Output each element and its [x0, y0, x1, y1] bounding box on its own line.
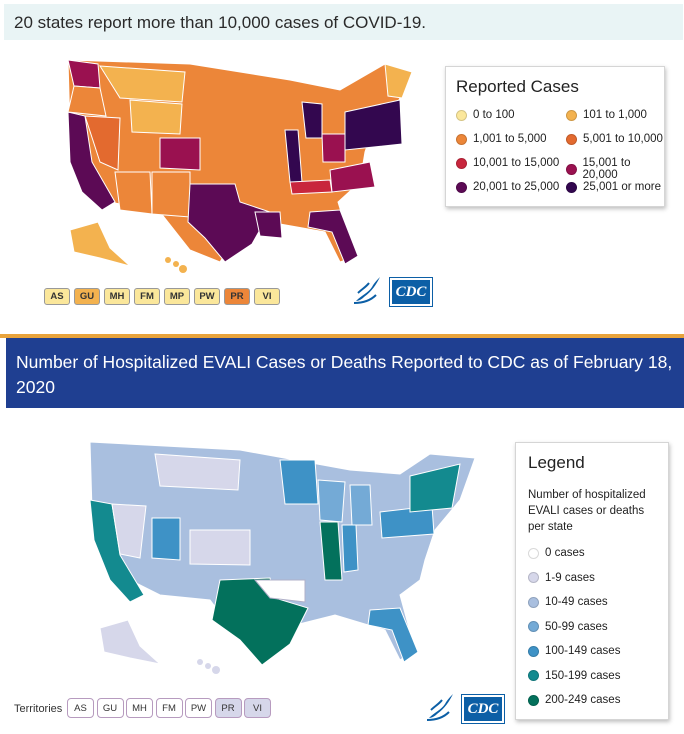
legend-label: 101 to 1,000 [583, 109, 647, 121]
covid-legend-item: 10,001 to 15,000 [456, 157, 559, 169]
legend-label: 1-9 cases [545, 571, 595, 584]
legend-label: 10-49 cases [545, 596, 608, 608]
legend-swatch [528, 621, 539, 632]
territory-as[interactable]: AS [67, 698, 94, 718]
legend-swatch [566, 133, 577, 145]
legend-swatch [528, 596, 539, 608]
legend-swatch [566, 163, 577, 175]
evali-legend-title: Legend [528, 453, 585, 472]
territory-vi[interactable]: VI [244, 698, 271, 718]
covid-legend-item: 101 to 1,000 [566, 109, 647, 121]
territory-gu[interactable]: GU [74, 288, 100, 305]
territory-mh[interactable]: MH [126, 698, 153, 718]
legend-swatch [528, 670, 539, 681]
legend-label: 0 to 100 [473, 109, 515, 121]
legend-label: 15,001 to 20,000 [582, 157, 631, 181]
legend-label: 25,001 or more [583, 181, 661, 193]
legend-swatch [528, 547, 539, 559]
covid-legend-item: 25,001 or more [566, 181, 661, 193]
covid-legend-title: Reported Cases [456, 77, 579, 96]
evali-legend-subtitle: Number of hospitalized EVALI cases or de… [528, 489, 646, 533]
legend-swatch [456, 133, 467, 145]
territory-vi[interactable]: VI [254, 288, 280, 305]
territory-pw[interactable]: PW [185, 698, 212, 718]
evali-legend-item: 1-9 cases [528, 572, 595, 584]
evali-legend-item: 150-199 cases [528, 670, 620, 682]
territory-as[interactable]: AS [44, 288, 70, 305]
covid-us-map [67, 59, 413, 273]
hhs-eagle-icon [426, 694, 453, 721]
territory-pr[interactable]: PR [214, 698, 242, 718]
legend-label: 50-99 cases [545, 620, 608, 633]
territory-gu[interactable]: GU [96, 698, 124, 718]
legend-label: 0 cases [545, 547, 585, 559]
evali-legend-item: 200-249 cases [528, 694, 620, 706]
covid-legend-item: 5,001 to 10,000 [566, 133, 663, 145]
legend-swatch [528, 645, 539, 657]
legend-label: 10,001 to 15,000 [473, 157, 560, 169]
legend-swatch [456, 109, 467, 121]
cdc-logo[interactable]: CDC [389, 277, 433, 307]
legend-swatch [456, 157, 467, 169]
covid-legend-item: 1,001 to 5,000 [456, 133, 547, 145]
territories-label: Territories [14, 703, 63, 715]
evali-us-map [89, 441, 476, 674]
legend-swatch [528, 694, 539, 706]
covid-legend-item: 0 to 100 [456, 109, 515, 121]
evali-legend-item: 10-49 cases [528, 596, 608, 608]
legend-label: 200-249 cases [545, 694, 621, 706]
territory-pr[interactable]: PR [224, 288, 250, 305]
evali-legend-item: 50-99 cases [528, 621, 608, 633]
territory-mh[interactable]: MH [104, 288, 130, 305]
evali-legend-item: 0 cases [528, 547, 585, 559]
legend-swatch [566, 181, 577, 193]
evali-legend: Legend Number of hospitalized EVALI case… [515, 442, 669, 720]
evali-legend-item: 100-149 cases [528, 645, 620, 657]
legend-label: 20,001 to 25,000 [473, 181, 560, 193]
legend-label: 1,001 to 5,000 [473, 133, 547, 145]
territory-mp[interactable]: MP [164, 288, 190, 305]
section-divider [0, 334, 684, 338]
covid-legend-item: 15,001 to 20,000 [566, 157, 664, 181]
legend-swatch [456, 181, 467, 193]
evali-banner: Number of Hospitalized EVALI Cases or De… [6, 338, 684, 408]
legend-swatch [566, 109, 577, 121]
legend-label: 150-199 cases [545, 669, 621, 682]
legend-swatch [528, 572, 539, 583]
legend-label: 5,001 to 10,000 [583, 133, 663, 145]
cdc-logo[interactable]: CDC [461, 694, 505, 724]
legend-label: 100-149 cases [545, 645, 621, 657]
territory-fm[interactable]: FM [134, 288, 160, 305]
territory-pw[interactable]: PW [194, 288, 220, 305]
covid-heading: 20 states report more than 10,000 cases … [4, 4, 683, 40]
territory-fm[interactable]: FM [155, 698, 183, 718]
covid-legend: Reported Cases 0 to 100 101 to 1,000 1,001… [445, 66, 665, 207]
hhs-eagle-icon [353, 277, 380, 304]
covid-legend-item: 20,001 to 25,000 [456, 181, 559, 193]
